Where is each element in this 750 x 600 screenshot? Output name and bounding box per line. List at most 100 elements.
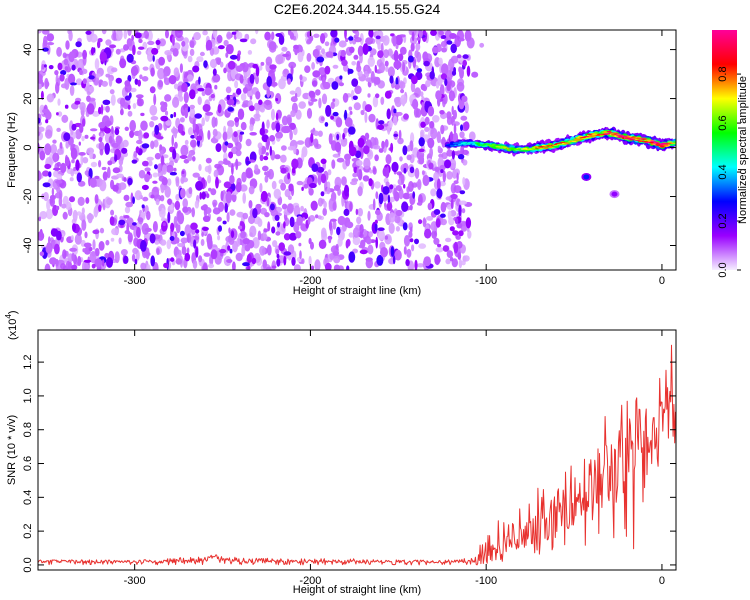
noise-cell — [418, 148, 425, 153]
noise-cell — [201, 226, 209, 231]
noise-cell — [94, 175, 100, 180]
noise-cell — [81, 135, 85, 142]
noise-cell — [231, 193, 237, 203]
svg-text:(x104): (x104) — [4, 310, 19, 340]
noise-cell — [170, 257, 175, 262]
noise-cell — [437, 145, 441, 151]
noise-cell — [140, 112, 145, 117]
noise-cell — [82, 157, 89, 164]
noise-cell — [44, 80, 50, 88]
noise-cell — [173, 67, 180, 78]
noise-cell — [282, 53, 290, 58]
noise-cell — [227, 120, 235, 128]
noise-cell — [333, 264, 341, 270]
colorbar-ticks: 0.0 0.2 0.4 0.6 0.8 — [717, 66, 741, 278]
noise-cell — [162, 164, 167, 175]
noise-cell — [288, 183, 294, 192]
noise-cell — [440, 40, 447, 48]
noise-cell — [248, 105, 255, 112]
noise-cell — [260, 190, 268, 203]
noise-cell — [199, 51, 205, 57]
noise-cell — [183, 159, 190, 164]
noise-cell — [252, 63, 258, 69]
noise-cell — [382, 123, 389, 127]
noise-cell — [199, 192, 202, 200]
noise-cell — [249, 95, 253, 100]
noise-cell — [138, 38, 143, 44]
noise-cell — [445, 237, 452, 243]
noise-cell — [425, 80, 431, 88]
noise-cell — [192, 156, 196, 162]
noise-cell — [207, 237, 213, 250]
noise-cell — [175, 258, 183, 265]
noise-cell — [137, 79, 141, 87]
noise-cell — [254, 164, 259, 172]
noise-cell — [289, 232, 297, 241]
noise-cell — [362, 43, 369, 55]
signal-band-cell — [462, 141, 468, 144]
noise-cell — [360, 239, 366, 248]
noise-cell — [56, 112, 59, 116]
y-tick-label: 0 — [22, 144, 34, 150]
noise-cell — [208, 187, 212, 192]
spectrogram-y-axis-label: Frequency (Hz) — [6, 112, 18, 188]
noise-cell — [450, 198, 454, 210]
noise-cell — [71, 159, 75, 164]
y-tick-label: 0.2 — [22, 523, 34, 538]
noise-cell — [449, 131, 454, 142]
noise-cell — [442, 245, 450, 252]
noise-cell — [374, 181, 381, 189]
noise-cell — [54, 70, 59, 76]
noise-cell — [72, 223, 76, 232]
noise-cell — [430, 30, 437, 36]
noise-cell — [80, 153, 84, 166]
snr-y-ticks: 0.0 0.2 0.4 0.6 0.8 1.0 1.2 — [22, 354, 676, 573]
noise-cell — [479, 42, 485, 48]
signal-band-cell — [571, 141, 577, 143]
noise-cell — [320, 191, 325, 197]
noise-cell — [155, 198, 160, 206]
noise-cell — [391, 161, 399, 173]
noise-cell — [436, 188, 443, 199]
noise-cell — [385, 181, 390, 187]
noise-cell — [312, 70, 321, 78]
noise-cell — [395, 252, 398, 257]
noise-cell — [240, 93, 247, 101]
noise-cell — [225, 44, 234, 55]
noise-cell — [235, 252, 243, 262]
noise-cell — [194, 113, 202, 119]
noise-cell — [46, 42, 55, 46]
noise-cell — [337, 237, 343, 247]
noise-cell — [333, 255, 341, 264]
noise-cell — [316, 142, 319, 148]
noise-cell — [223, 181, 232, 189]
noise-cell — [164, 186, 171, 198]
noise-cell — [74, 100, 81, 105]
noise-cell — [435, 246, 444, 253]
noise-cell — [343, 208, 350, 216]
noise-cell — [70, 168, 75, 177]
noise-cell — [440, 201, 447, 213]
noise-cell — [258, 65, 263, 71]
noise-cell — [172, 148, 177, 160]
signal-band-cell — [519, 150, 525, 152]
noise-cell — [446, 40, 453, 45]
noise-cell — [446, 116, 453, 125]
noise-cell — [60, 70, 67, 76]
noise-cell — [459, 131, 465, 139]
noise-cell — [94, 194, 99, 204]
noise-cell — [207, 164, 212, 175]
noise-cell — [349, 110, 353, 115]
noise-cell — [88, 246, 93, 252]
noise-cell — [248, 185, 255, 195]
noise-cell — [321, 48, 325, 55]
noise-cell — [262, 259, 268, 269]
noise-cell — [375, 35, 381, 40]
noise-cell — [375, 236, 379, 249]
signal-band-cell — [618, 134, 625, 136]
noise-cell — [468, 131, 476, 141]
noise-cell — [260, 61, 265, 66]
noise-cell — [137, 98, 144, 107]
noise-cell — [138, 169, 146, 179]
noise-cell — [372, 198, 376, 211]
